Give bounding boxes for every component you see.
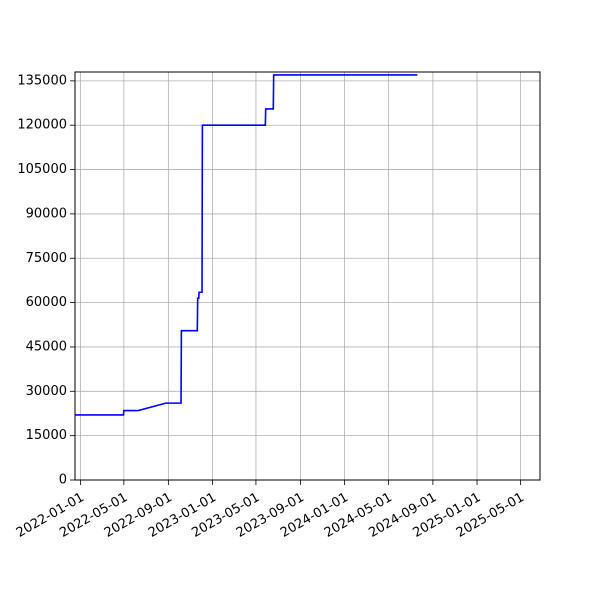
data-point [180, 402, 182, 404]
y-tick-label: 15000 [26, 428, 67, 443]
data-point [198, 291, 200, 293]
y-tick-label: 135000 [17, 73, 67, 88]
data-point [416, 74, 418, 76]
data-point [123, 410, 125, 412]
data-point [180, 330, 182, 332]
data-point [122, 414, 124, 416]
data-point [272, 108, 274, 110]
data-point [273, 74, 275, 76]
y-tick-label: 75000 [26, 251, 67, 266]
data-point [198, 297, 200, 299]
data-point [196, 330, 198, 332]
gridlines [75, 72, 540, 481]
plot-area-frame [74, 71, 541, 481]
y-tick-label: 0 [59, 473, 67, 488]
y-tick-label: 45000 [26, 339, 67, 354]
data-point [165, 402, 167, 404]
y-tick-label: 120000 [17, 118, 67, 133]
data-point [265, 108, 267, 110]
data-point [201, 124, 203, 126]
series-layer [75, 74, 418, 416]
y-tick-label: 30000 [26, 384, 67, 399]
y-tick-label: 105000 [17, 162, 67, 177]
data-point [137, 410, 139, 412]
y-axis: 0 15000 30000 45000 60000 75000 90000 105000 120… [17, 73, 75, 488]
data-point [201, 291, 203, 293]
y-tick-label: 90000 [26, 206, 67, 221]
series-line [75, 74, 418, 416]
y-tick-label: 60000 [26, 295, 67, 310]
data-point [264, 124, 266, 126]
